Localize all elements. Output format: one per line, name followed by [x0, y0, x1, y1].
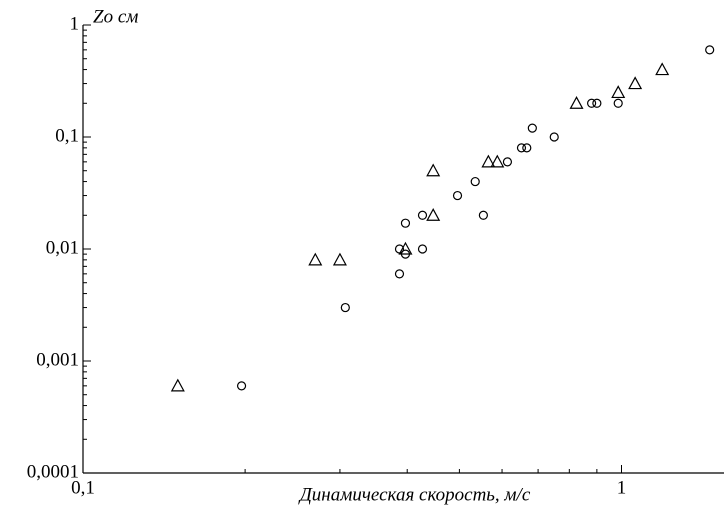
circle-point: [236, 381, 247, 391]
y-tick-label: 0,001: [36, 349, 79, 370]
triangle-point: [308, 252, 323, 266]
x-tick-label: 0,1: [71, 477, 95, 498]
circle-point: [705, 45, 715, 55]
y-tick-label: 1: [70, 13, 80, 34]
triangle-point: [481, 154, 496, 168]
circle-point: [587, 98, 597, 108]
triangle-point: [655, 62, 670, 76]
circle-point: [549, 132, 559, 142]
circle-point: [417, 210, 428, 220]
circle-point: [394, 244, 405, 254]
circle-point: [592, 98, 602, 108]
circle-point: [613, 98, 623, 108]
circle-point: [400, 249, 411, 259]
circle-point: [470, 176, 480, 187]
x-tick-label: 1: [617, 477, 627, 498]
y-axis-label: Zo см: [93, 6, 138, 27]
triangle-point: [628, 76, 643, 90]
y-tick-label: 0,1: [55, 125, 79, 146]
triangle-point: [170, 378, 185, 392]
circle-point: [417, 244, 428, 254]
triangle-point: [426, 208, 441, 221]
circle-point: [394, 269, 405, 279]
triangle-point: [569, 96, 584, 109]
circle-point: [502, 157, 513, 167]
circle-point: [527, 123, 537, 133]
y-tick-label: 0,0001: [27, 461, 79, 482]
circle-point: [400, 218, 411, 228]
x-axis-label: Динамическая скорость, м/с: [298, 484, 531, 505]
y-tick-label: 0,01: [46, 237, 79, 258]
triangle-point: [611, 85, 626, 99]
circle-point: [522, 143, 532, 153]
circle-point: [516, 143, 527, 153]
triangle-point: [490, 154, 505, 168]
circle-point: [452, 190, 463, 201]
triangle-point: [332, 252, 347, 266]
triangle-point: [398, 241, 413, 255]
circle-point: [478, 210, 488, 220]
triangle-point: [426, 163, 441, 177]
circle-point: [340, 302, 350, 313]
